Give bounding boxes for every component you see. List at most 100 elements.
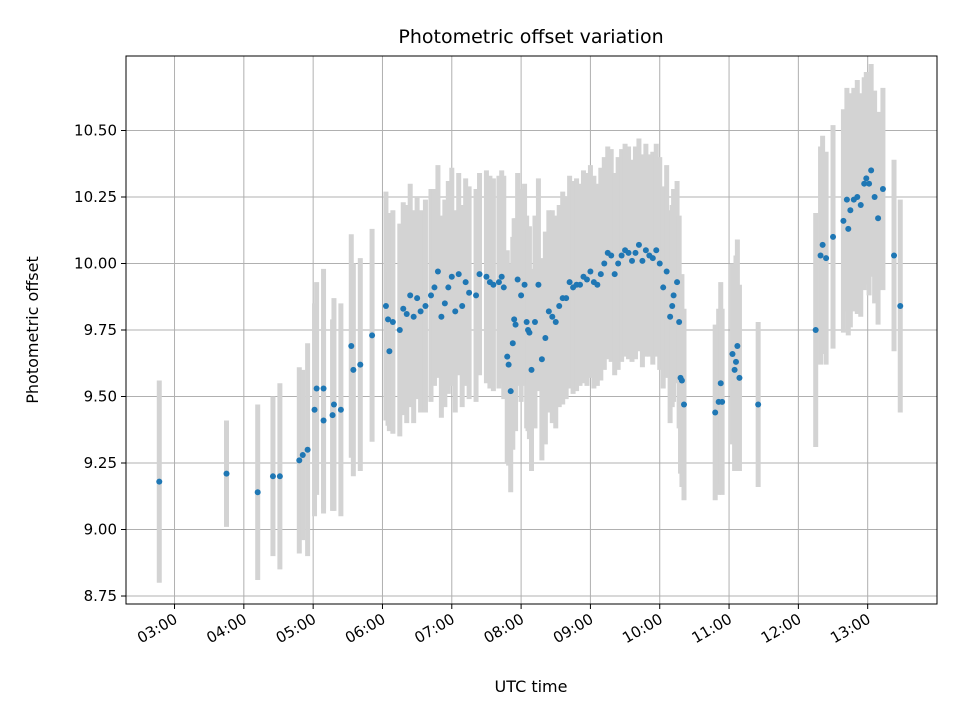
chart-title: Photometric offset variation xyxy=(398,26,663,48)
data-point xyxy=(455,271,462,278)
data-point xyxy=(386,348,393,355)
data-point xyxy=(549,313,556,320)
data-point xyxy=(587,268,594,275)
data-point xyxy=(635,241,642,248)
data-point xyxy=(667,313,674,320)
data-point xyxy=(385,316,392,323)
data-point xyxy=(223,470,230,477)
data-point xyxy=(417,308,424,315)
data-point xyxy=(755,401,762,408)
data-point xyxy=(891,252,898,259)
data-point xyxy=(156,478,163,485)
data-point xyxy=(523,319,530,326)
data-point xyxy=(736,374,743,381)
data-point xyxy=(660,284,667,291)
data-point xyxy=(729,350,736,357)
data-point xyxy=(512,321,519,328)
data-point xyxy=(717,380,724,387)
data-points xyxy=(156,167,904,496)
data-point xyxy=(843,196,850,203)
y-tick-label: 10.00 xyxy=(74,254,117,272)
data-point xyxy=(448,273,455,280)
data-point xyxy=(632,249,639,256)
data-point xyxy=(583,276,590,283)
data-point xyxy=(734,342,741,349)
data-point xyxy=(615,260,622,267)
data-point xyxy=(498,273,505,280)
data-point xyxy=(483,273,490,280)
data-point xyxy=(663,268,670,275)
data-point xyxy=(518,292,525,299)
data-point xyxy=(490,281,497,288)
data-point xyxy=(509,340,516,347)
data-point xyxy=(732,358,739,365)
data-point xyxy=(296,457,303,464)
data-point xyxy=(320,417,327,424)
data-point xyxy=(719,398,726,405)
data-point xyxy=(897,303,904,310)
data-point xyxy=(495,279,502,286)
data-point xyxy=(389,319,396,326)
data-point xyxy=(459,303,466,310)
data-point xyxy=(712,409,719,416)
data-point xyxy=(866,180,873,187)
data-point xyxy=(577,281,584,288)
data-point xyxy=(407,292,414,299)
data-point xyxy=(357,361,364,368)
data-point xyxy=(538,356,545,363)
data-point xyxy=(863,175,870,182)
data-point xyxy=(511,316,518,323)
data-point xyxy=(427,292,434,299)
data-point xyxy=(304,446,311,453)
data-point xyxy=(542,334,549,341)
data-point xyxy=(830,233,837,240)
data-point xyxy=(676,319,683,326)
y-tick-label: 9.75 xyxy=(84,321,117,339)
data-point xyxy=(276,473,283,480)
data-point xyxy=(410,313,417,320)
data-point xyxy=(254,489,261,496)
data-point xyxy=(840,217,847,224)
data-point xyxy=(369,332,376,339)
data-point xyxy=(531,319,538,326)
data-point xyxy=(594,281,601,288)
data-point xyxy=(642,247,649,254)
data-point xyxy=(434,268,441,275)
data-point xyxy=(350,366,357,373)
y-tick-label: 10.50 xyxy=(74,121,117,139)
data-point xyxy=(504,353,511,360)
data-point xyxy=(299,452,306,459)
data-point xyxy=(649,255,656,262)
data-point xyxy=(337,406,344,413)
data-point xyxy=(861,180,868,187)
data-point xyxy=(348,342,355,349)
data-point xyxy=(269,473,276,480)
data-point xyxy=(563,295,570,302)
y-tick-label: 8.75 xyxy=(84,587,117,605)
y-tick-label: 10.25 xyxy=(74,188,117,206)
data-point xyxy=(731,366,738,373)
y-tick-label: 9.50 xyxy=(84,388,117,406)
data-point xyxy=(422,303,429,310)
data-point xyxy=(817,252,824,259)
data-point xyxy=(629,257,636,264)
data-point xyxy=(868,167,875,174)
data-point xyxy=(857,201,864,208)
data-point xyxy=(528,366,535,373)
data-point xyxy=(473,292,480,299)
data-point xyxy=(854,193,861,200)
data-point xyxy=(320,385,327,392)
data-point xyxy=(552,319,559,326)
data-point xyxy=(313,385,320,392)
data-point xyxy=(680,401,687,408)
data-point xyxy=(819,241,826,248)
data-point xyxy=(875,215,882,222)
y-tick-label: 9.00 xyxy=(84,521,117,539)
data-point xyxy=(545,308,552,315)
data-point xyxy=(505,361,512,368)
data-point xyxy=(311,406,318,413)
data-point xyxy=(871,193,878,200)
data-point xyxy=(653,247,660,254)
data-point xyxy=(514,276,521,283)
data-point xyxy=(452,308,459,315)
